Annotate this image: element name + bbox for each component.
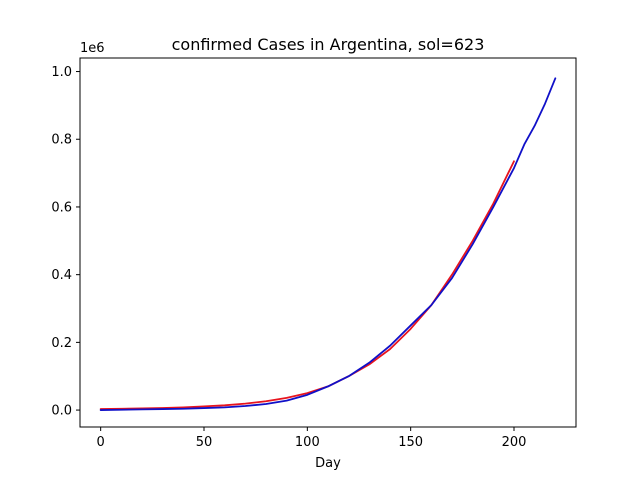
y-tick-label: 1.0 [51,65,72,80]
x-axis-label: Day [315,456,341,471]
y-axis-ticks: 0.0 0.2 0.4 0.6 0.8 1.0 [51,65,80,419]
x-tick-label: 0 [97,435,105,450]
x-tick-label: 150 [398,435,423,450]
x-tick-label: 100 [295,435,320,450]
y-tick-label: 0.4 [51,268,72,283]
y-tick-label: 0.2 [51,336,72,351]
x-tick-label: 50 [196,435,213,450]
x-axis-ticks: 0 50 100 150 200 [97,427,527,450]
chart-title: confirmed Cases in Argentina, sol=623 [172,35,485,54]
y-tick-label: 0.6 [51,200,72,215]
y-offset-label: 1e6 [80,41,105,56]
x-tick-label: 200 [502,435,527,450]
series-line-1 [99,160,515,410]
series-line-2 [99,77,557,411]
series-lines [99,77,557,411]
plot-area-frame [79,57,577,428]
y-tick-label: 0.8 [51,133,72,148]
y-tick-label: 0.0 [51,404,72,419]
